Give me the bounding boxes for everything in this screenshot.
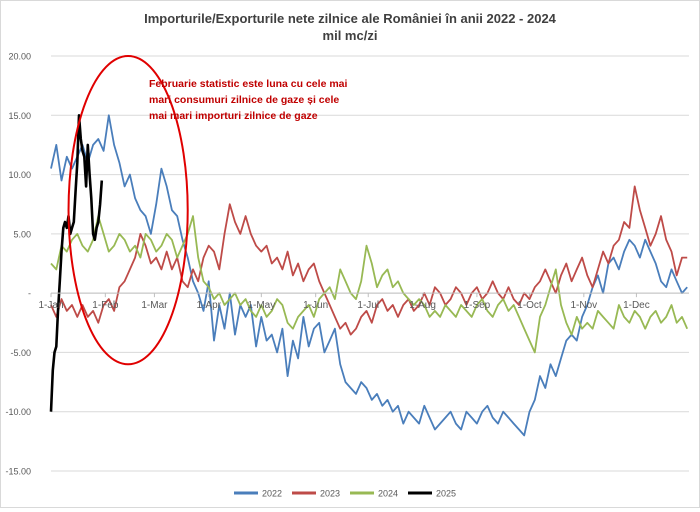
legend-label-2023: 2023 <box>320 489 340 499</box>
series-line-2023 <box>50 185 688 336</box>
x-tick-label: 1-Jul <box>357 300 379 311</box>
y-tick-label: -5.00 <box>10 348 31 358</box>
chart-title: Importurile/Exporturile nete zilnice ale… <box>144 11 557 26</box>
y-tick-label: 15.00 <box>8 111 31 121</box>
chart-annotation: Februarie statistic este luna cu cele ma… <box>149 78 350 122</box>
february-highlight-ellipse <box>67 55 189 366</box>
x-tick-label: 1-Oct <box>517 300 542 311</box>
x-tick-label: 1-Aug <box>409 300 436 311</box>
chart-subtitle: mil mc/zi <box>323 28 378 43</box>
x-axis: 1-Jan 1-Feb 1-Mar 1-Apr 1-May 1-Jun 1-Jul 1-Aug… <box>38 293 650 311</box>
y-axis: 20.00 15.00 10.00 5.00 - -5.00 -10.00 -15.00 <box>5 52 31 477</box>
series-line-2024 <box>50 215 689 354</box>
y-tick-label: - <box>28 289 31 299</box>
x-tick-label: 1-Jun <box>303 300 328 311</box>
legend: 2022 2023 2024 2025 <box>234 489 456 499</box>
series-group <box>49 114 689 437</box>
y-tick-label: -15.00 <box>5 467 31 477</box>
x-tick-label: 1-Feb <box>92 300 119 311</box>
y-tick-label: 10.00 <box>8 170 31 180</box>
legend-label-2025: 2025 <box>436 489 456 499</box>
x-tick-label: 1-Dec <box>623 300 650 311</box>
annotation-line-2: mari consumuri zilnice de gaze și cele <box>149 94 339 106</box>
x-tick-label: 1-Mar <box>141 300 168 311</box>
annotation-line-3: mai mari importuri zilnice de gaze <box>149 110 318 122</box>
x-tick-label: 1-May <box>247 300 275 311</box>
y-tick-label: -10.00 <box>5 407 31 417</box>
x-tick-label: 1-Jan <box>38 300 63 311</box>
x-tick-label: 1-Nov <box>570 300 597 311</box>
series-line-2025 <box>49 114 104 412</box>
x-tick-label: 1-Sep <box>464 300 491 311</box>
y-tick-label: 20.00 <box>8 52 31 62</box>
legend-label-2022: 2022 <box>262 489 282 499</box>
gridlines <box>51 55 689 472</box>
annotation-line-1: Februarie statistic este luna cu cele ma… <box>149 78 348 90</box>
x-tick-label: 1-Apr <box>197 300 222 311</box>
legend-label-2024: 2024 <box>378 489 398 499</box>
series-line-2022 <box>50 114 688 437</box>
y-tick-label: 5.00 <box>13 229 31 239</box>
